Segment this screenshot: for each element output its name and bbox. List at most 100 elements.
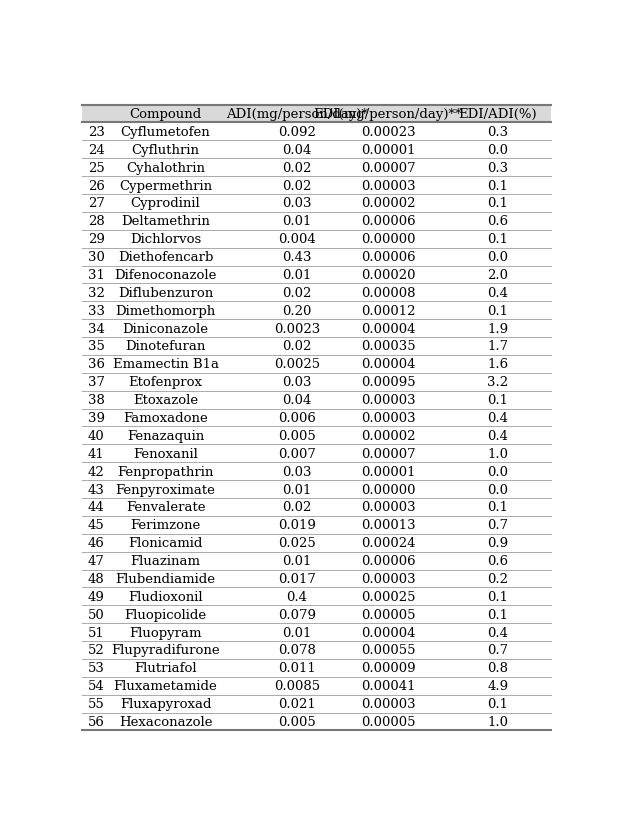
Text: 0.9: 0.9: [487, 537, 508, 550]
Text: 36: 36: [88, 358, 105, 371]
Text: 0.00001: 0.00001: [361, 465, 415, 478]
Text: 0.0025: 0.0025: [274, 358, 320, 371]
Text: 0.007: 0.007: [278, 447, 316, 460]
Text: Cyhalothrin: Cyhalothrin: [126, 161, 205, 175]
Text: 0.0023: 0.0023: [274, 322, 320, 335]
Text: 0.00007: 0.00007: [360, 161, 415, 175]
Text: 0.078: 0.078: [278, 643, 316, 657]
Text: 47: 47: [88, 555, 105, 567]
Text: 44: 44: [88, 501, 105, 514]
Text: 0.00004: 0.00004: [361, 358, 415, 371]
Text: 0.04: 0.04: [283, 393, 312, 407]
Text: 0.1: 0.1: [487, 608, 508, 621]
Text: 27: 27: [88, 197, 105, 210]
Text: 30: 30: [88, 251, 105, 264]
Text: Dinotefuran: Dinotefuran: [125, 340, 206, 353]
Text: 34: 34: [88, 322, 105, 335]
Text: 0.00035: 0.00035: [360, 340, 415, 353]
Text: 0.004: 0.004: [278, 233, 316, 246]
Text: 0.00000: 0.00000: [361, 483, 415, 496]
Text: 0.0: 0.0: [487, 143, 508, 156]
Text: 0.00095: 0.00095: [360, 376, 415, 389]
Text: 0.00001: 0.00001: [361, 143, 415, 156]
Text: 0.00006: 0.00006: [360, 215, 415, 228]
Text: 0.01: 0.01: [283, 555, 312, 567]
Text: 1.0: 1.0: [487, 447, 508, 460]
Text: EDI/ADI(%): EDI/ADI(%): [458, 108, 537, 121]
Text: 0.00004: 0.00004: [361, 322, 415, 335]
Text: 0.2: 0.2: [487, 572, 508, 585]
Text: Cypermethrin: Cypermethrin: [119, 180, 212, 192]
Text: 0.0: 0.0: [487, 483, 508, 496]
Text: 0.00003: 0.00003: [360, 572, 415, 585]
Text: 0.00009: 0.00009: [360, 662, 415, 675]
Text: 0.011: 0.011: [278, 662, 316, 675]
Text: ADI(mg/person/day)*: ADI(mg/person/day)*: [226, 108, 368, 121]
Text: 0.021: 0.021: [278, 697, 316, 710]
Text: 0.1: 0.1: [487, 180, 508, 192]
Text: 50: 50: [88, 608, 105, 621]
Text: 0.00004: 0.00004: [361, 626, 415, 639]
Text: Compound: Compound: [130, 108, 202, 121]
Text: 0.1: 0.1: [487, 697, 508, 710]
Text: 0.03: 0.03: [283, 465, 312, 478]
Text: 0.02: 0.02: [283, 161, 312, 175]
Text: 0.00006: 0.00006: [360, 555, 415, 567]
Text: 0.00007: 0.00007: [360, 447, 415, 460]
Text: 0.3: 0.3: [487, 161, 508, 175]
Text: 0.8: 0.8: [487, 662, 508, 675]
Text: 0.1: 0.1: [487, 197, 508, 210]
Text: Difenoconazole: Difenoconazole: [114, 268, 217, 282]
Text: 28: 28: [88, 215, 105, 228]
Text: 0.4: 0.4: [286, 590, 308, 603]
Text: 32: 32: [88, 286, 105, 300]
Text: 0.4: 0.4: [487, 286, 508, 300]
Text: 41: 41: [88, 447, 105, 460]
Text: 0.01: 0.01: [283, 268, 312, 282]
Text: 35: 35: [88, 340, 105, 353]
Text: 0.019: 0.019: [278, 518, 316, 532]
Text: 0.025: 0.025: [278, 537, 316, 550]
Text: Fluxapyroxad: Fluxapyroxad: [120, 697, 212, 710]
Text: 0.0: 0.0: [487, 465, 508, 478]
Text: 0.1: 0.1: [487, 501, 508, 514]
Text: 0.00005: 0.00005: [361, 715, 415, 728]
Text: Hexaconazole: Hexaconazole: [119, 715, 212, 728]
Text: Fenpyroximate: Fenpyroximate: [115, 483, 215, 496]
Text: Diethofencarb: Diethofencarb: [118, 251, 213, 264]
Text: Flubendiamide: Flubendiamide: [115, 572, 215, 585]
Text: Fluazinam: Fluazinam: [131, 555, 201, 567]
Text: 0.03: 0.03: [283, 197, 312, 210]
Text: 0.017: 0.017: [278, 572, 316, 585]
Text: 40: 40: [88, 430, 105, 442]
Text: 0.00023: 0.00023: [360, 126, 415, 139]
Text: 0.7: 0.7: [487, 643, 508, 657]
Text: Emamectin B1a: Emamectin B1a: [112, 358, 218, 371]
Text: 0.00008: 0.00008: [361, 286, 415, 300]
Text: Dichlorvos: Dichlorvos: [130, 233, 201, 246]
Text: 0.00020: 0.00020: [361, 268, 415, 282]
Text: 0.4: 0.4: [487, 430, 508, 442]
Text: 52: 52: [88, 643, 105, 657]
Text: 0.00003: 0.00003: [360, 180, 415, 192]
Text: 45: 45: [88, 518, 105, 532]
Text: 0.00002: 0.00002: [361, 197, 415, 210]
Text: 0.005: 0.005: [278, 715, 316, 728]
Text: 33: 33: [88, 305, 105, 317]
Text: Flutriafol: Flutriafol: [135, 662, 197, 675]
Text: 0.092: 0.092: [278, 126, 316, 139]
Text: 26: 26: [88, 180, 105, 192]
Bar: [82, 106, 550, 123]
Text: Deltamethrin: Deltamethrin: [121, 215, 210, 228]
Text: 0.00041: 0.00041: [361, 680, 415, 692]
Text: 49: 49: [88, 590, 105, 603]
Text: 39: 39: [88, 412, 105, 425]
Text: 0.0085: 0.0085: [274, 680, 320, 692]
Text: 4.9: 4.9: [487, 680, 508, 692]
Text: 0.01: 0.01: [283, 215, 312, 228]
Text: 0.03: 0.03: [283, 376, 312, 389]
Text: 0.02: 0.02: [283, 340, 312, 353]
Text: Cyprodinil: Cyprodinil: [131, 197, 201, 210]
Text: Fluopyram: Fluopyram: [130, 626, 202, 639]
Text: Fluxametamide: Fluxametamide: [114, 680, 217, 692]
